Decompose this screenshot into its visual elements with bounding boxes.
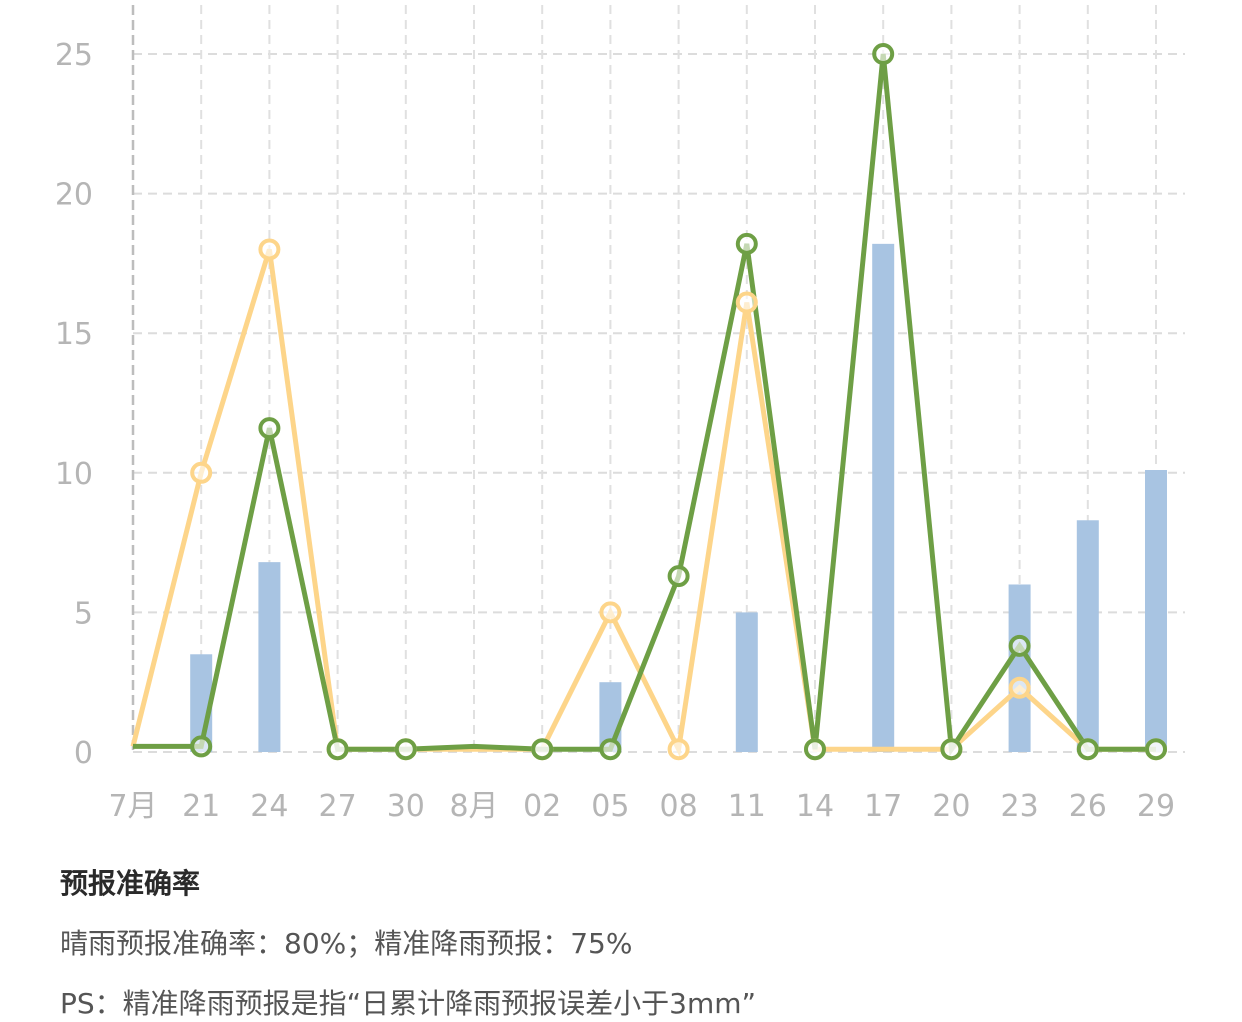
green-series-point bbox=[872, 43, 895, 65]
green-series-point bbox=[667, 565, 690, 588]
rainfall-bar bbox=[258, 562, 281, 752]
green-series-point bbox=[735, 232, 758, 255]
x-tick-label: 29 bbox=[1137, 789, 1175, 824]
x-tick-label: 17 bbox=[864, 789, 902, 824]
x-tick-label: 20 bbox=[932, 789, 970, 824]
green-series-point bbox=[804, 738, 826, 761]
orange-series-line bbox=[130, 248, 1156, 758]
x-tick-label: 7月 bbox=[108, 789, 157, 824]
green-series-point bbox=[326, 738, 349, 761]
orange-series-point bbox=[667, 738, 690, 761]
y-tick-label: 10 bbox=[55, 457, 93, 492]
green-series-point bbox=[258, 417, 281, 440]
green-series-point bbox=[1008, 634, 1031, 657]
x-tick-label: 02 bbox=[523, 789, 561, 824]
y-tick-label: 15 bbox=[55, 317, 93, 352]
x-tick-label: 24 bbox=[250, 789, 288, 824]
orange-series-point bbox=[1008, 676, 1031, 699]
rainfall-bar bbox=[735, 612, 758, 752]
orange-series-point bbox=[258, 238, 281, 261]
green-series-point bbox=[531, 738, 554, 761]
green-series-point bbox=[599, 738, 622, 761]
green-series-point bbox=[940, 738, 963, 761]
orange-series-point bbox=[190, 461, 213, 484]
series-lines bbox=[130, 53, 1156, 758]
green-series-point bbox=[190, 735, 213, 758]
green-series-point bbox=[1076, 738, 1099, 761]
rainfall-bars bbox=[190, 243, 1167, 752]
orange-series-point bbox=[599, 601, 622, 624]
orange-series-point bbox=[735, 291, 758, 314]
accuracy-note: PS：精准降雨预报是指“日累计降雨预报误差小于3mm” bbox=[60, 987, 757, 1020]
x-tick-label: 27 bbox=[319, 789, 357, 824]
rainfall-bar bbox=[1145, 470, 1167, 752]
x-tick-label: 30 bbox=[387, 789, 425, 824]
x-tick-label: 08 bbox=[660, 789, 698, 824]
y-tick-label: 20 bbox=[55, 178, 93, 213]
accuracy-title: 预报准确率 bbox=[60, 867, 201, 900]
x-tick-label: 05 bbox=[591, 789, 629, 824]
green-series-point bbox=[1145, 738, 1167, 761]
series-markers bbox=[190, 43, 1167, 761]
y-tick-label: 5 bbox=[74, 596, 93, 631]
green-series-point bbox=[394, 738, 417, 761]
x-axis-labels: 7月 21 24 27 30 8月 02 05 08 11 14 17 20 23 26 29 bbox=[108, 789, 1175, 824]
y-tick-label: 0 bbox=[74, 736, 93, 771]
rainfall-bar bbox=[1008, 584, 1031, 752]
x-tick-label: 14 bbox=[796, 789, 834, 824]
x-tick-label: 26 bbox=[1069, 789, 1107, 824]
x-tick-label: 11 bbox=[728, 789, 766, 824]
green-series-line bbox=[133, 53, 1156, 757]
x-tick-label: 23 bbox=[1001, 789, 1039, 824]
y-axis-labels: 0 5 10 15 20 25 bbox=[55, 38, 93, 771]
y-tick-label: 25 bbox=[55, 38, 93, 73]
x-tick-label: 21 bbox=[182, 789, 220, 824]
x-tick-label: 8月 bbox=[449, 789, 498, 824]
rainfall-bar bbox=[872, 243, 895, 752]
rainfall-bar bbox=[1076, 520, 1099, 752]
accuracy-summary: 晴雨预报准确率：80%；精准降雨预报：75% bbox=[60, 927, 633, 960]
